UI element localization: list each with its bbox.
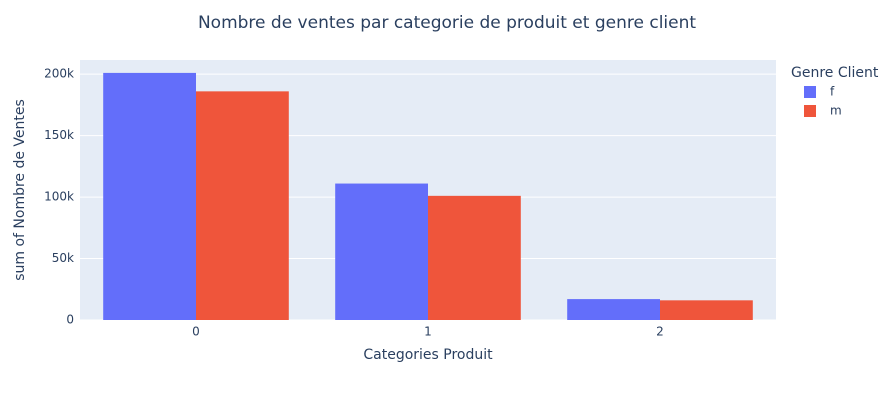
y-tick-label: 150k [44,128,74,142]
y-axis-title: sum of Nombre de Ventes [12,99,28,281]
bar [335,183,428,320]
chart-title: Nombre de ventes par categorie de produi… [198,13,696,33]
x-tick-label: 0 [192,325,200,339]
x-axis-title: Categories Produit [363,347,493,363]
y-tick-label: 0 [66,313,74,327]
bar [567,299,660,320]
y-tick-label: 50k [52,251,74,265]
y-tick-label: 200k [44,67,74,81]
bar [428,195,521,320]
legend-swatch [804,105,816,117]
legend-label: f [830,85,835,99]
bar [660,300,753,320]
y-tick-label: 100k [44,190,74,204]
x-tick-label: 1 [424,325,432,339]
legend-title: Genre Client [791,65,879,81]
bar [196,91,289,320]
x-tick-label: 2 [656,325,664,339]
bar [103,72,196,320]
legend-swatch [804,86,816,98]
legend-label: m [830,104,842,118]
